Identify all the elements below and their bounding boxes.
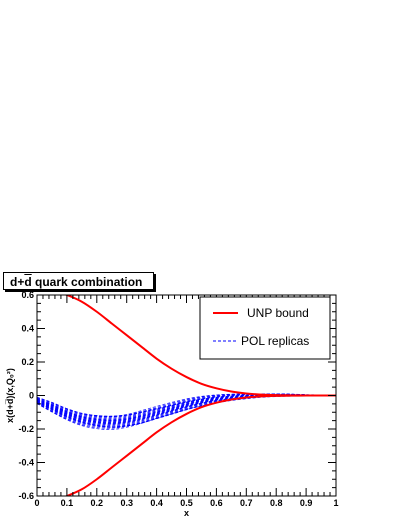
chart-title: d+d quark combination <box>3 272 154 290</box>
x-tick-label: 0.8 <box>270 498 283 508</box>
x-tick-label: 0.1 <box>61 498 74 508</box>
y-axis-title: x(d+d̅)(x,Q₀²) <box>5 368 15 423</box>
legend-label-unp: UNP bound <box>247 306 309 320</box>
series-layer <box>37 295 336 496</box>
legend-label-pol: POL replicas <box>241 334 309 348</box>
axes-layer: 0 0.1 0.2 0.3 0.4 0.5 0.6 0.7 0.8 0.9 1 -0.6 -0.4 -0.… <box>18 290 338 508</box>
x-tick-label: 0.2 <box>91 498 104 508</box>
pol-replica-line <box>37 395 336 428</box>
x-tick-label: 0.5 <box>180 498 193 508</box>
y-tick-label: -0.6 <box>18 491 34 501</box>
x-tick-label: 0.6 <box>210 498 223 508</box>
pol-replica-line <box>37 395 336 428</box>
x-tick-label: 0.3 <box>120 498 133 508</box>
x-tick-label: 0 <box>34 498 39 508</box>
title-suffix: quark combination <box>31 275 143 289</box>
pol-replica-line <box>37 393 336 417</box>
unp-bound-lower-line <box>63 394 336 496</box>
legend-box <box>199 296 331 360</box>
y-tick-label: 0.4 <box>21 324 34 334</box>
y-tick-label: 0.6 <box>21 290 34 300</box>
x-tick-label: 0.9 <box>300 498 313 508</box>
title-prefix: d+ <box>10 275 25 289</box>
y-tick-label: -0.2 <box>18 424 34 434</box>
pol-replica-line <box>37 393 336 417</box>
x-tick-label: 1 <box>333 498 338 508</box>
title-dbar: d <box>24 275 32 289</box>
legend: UNP bound POL replicas <box>199 296 331 360</box>
x-axis-title: x <box>184 508 189 518</box>
x-tick-label: 0.7 <box>240 498 253 508</box>
pol-replica-line <box>37 395 336 428</box>
y-tick-label: 0 <box>29 391 34 401</box>
y-tick-label: 0.2 <box>21 357 34 367</box>
y-tick-label: -0.4 <box>18 458 34 468</box>
x-tick-label: 0.4 <box>150 498 163 508</box>
pol-replica-line <box>37 393 336 418</box>
